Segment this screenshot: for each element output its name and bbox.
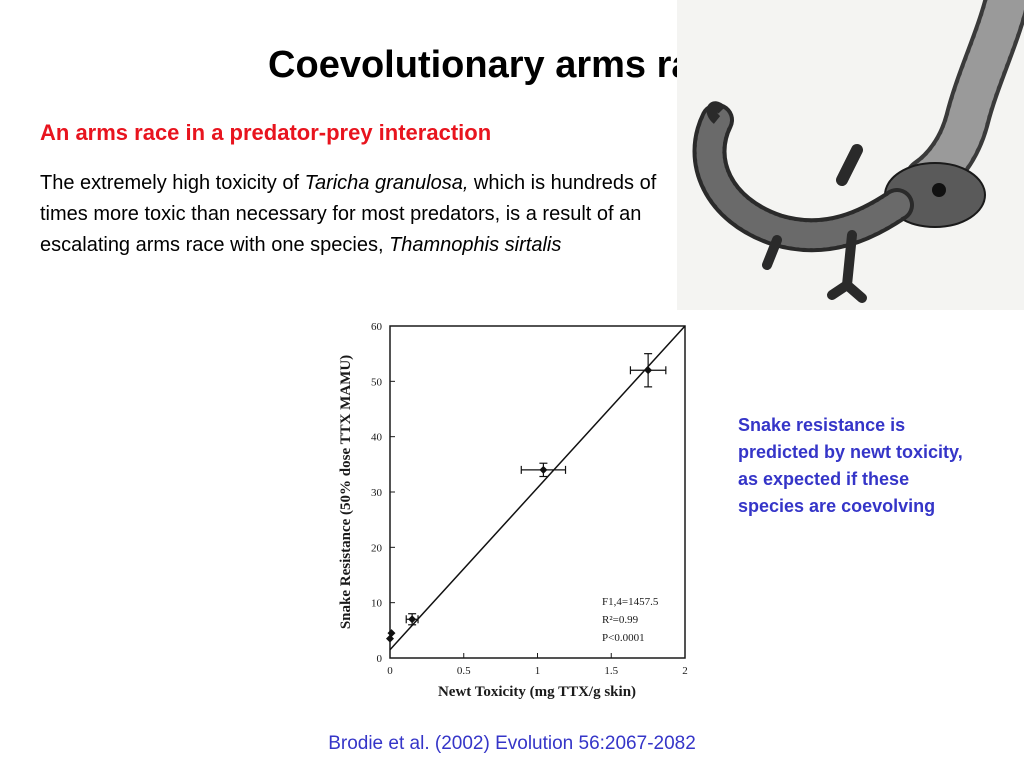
plot-frame [389,325,686,659]
side-note: Snake resistance is predicted by newt to… [738,415,963,516]
x-tick-label: 0.5 [457,665,471,677]
y-tick-label: 30 [371,487,383,499]
data-point [408,615,417,624]
body-text-part2: which is hundreds of times more toxic th… [40,172,657,256]
data-point [386,634,394,643]
y-tick-label: 60 [371,321,383,333]
x-tick-label: 0 [387,665,393,677]
y-tick-label: 40 [371,432,383,444]
data-point [387,629,396,638]
y-tick-label: 50 [371,376,383,388]
y-tick-label: 20 [371,542,383,554]
garter-snake-eating-newt-icon [677,0,1024,310]
x-axis-label: Newt Toxicity (mg TTX/g skin) [438,684,636,700]
x-tick-label: 1.5 [604,665,618,677]
slide-title: Coevolutionary arms races [268,44,756,86]
x-tick-label: 2 [682,665,688,677]
regression-line [389,325,686,651]
y-tick-label: 0 [377,653,383,665]
data-point [644,366,653,375]
species-name-newt: Taricha granulosa, [304,172,469,194]
stat-f: F1,4=1457.5 [602,596,659,608]
citation: Brodie et al. (2002) Evolution 56:2067-2… [328,733,696,754]
x-tick-label: 1 [535,665,541,677]
slide-subtitle: An arms race in a predator-prey interact… [40,120,492,145]
body-text-part1: The extremely high toxicity of [40,172,305,194]
y-tick-label: 10 [371,598,383,610]
scatter-chart: 0 10 20 30 40 50 60 0 0.5 1 1.5 2 F1,4=1457.5 R²=0… [338,321,688,700]
stat-r2: R²=0.99 [602,614,639,626]
data-point [539,465,548,474]
stat-p: P<0.0001 [602,632,645,644]
species-name-snake: Thamnophis sirtalis [389,234,562,256]
body-paragraph: The extremely high toxicity of Taricha g… [40,168,660,261]
y-axis-label: Snake Resistance (50% dose TTX MAMU) [338,355,354,629]
